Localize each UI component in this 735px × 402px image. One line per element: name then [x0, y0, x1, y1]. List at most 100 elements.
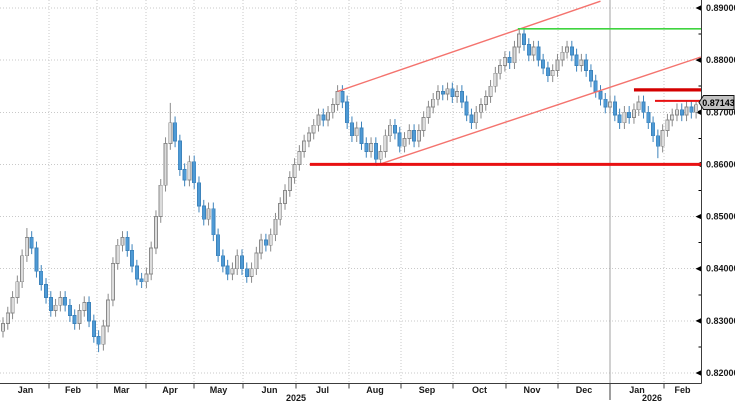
candle-body — [598, 91, 603, 100]
candle-body — [684, 106, 689, 116]
candle — [674, 103, 679, 122]
candle-body — [522, 33, 527, 45]
candle-body — [48, 296, 53, 311]
candle — [173, 116, 178, 148]
candle-body — [593, 80, 598, 92]
candle — [144, 267, 149, 289]
candle-body — [431, 98, 436, 108]
candle-body — [130, 250, 135, 267]
rising-trendline-lower[interactable] — [375, 56, 702, 167]
candle — [230, 262, 235, 281]
candle-body — [359, 127, 364, 144]
candle — [608, 95, 613, 114]
candle-body — [574, 54, 579, 66]
candle — [15, 275, 20, 304]
candle — [593, 74, 598, 98]
candle — [493, 66, 498, 93]
candle-body — [541, 59, 546, 69]
candle — [101, 319, 106, 351]
candle — [335, 85, 340, 111]
month-label: Sep — [419, 385, 436, 395]
candle-body — [235, 255, 240, 270]
candle — [598, 85, 603, 106]
candle-body — [641, 101, 646, 113]
candle — [220, 249, 225, 273]
candle-body — [144, 273, 149, 283]
month-label: Dec — [576, 385, 593, 395]
candle — [44, 278, 49, 304]
candle — [58, 291, 63, 312]
candle-body — [230, 268, 235, 275]
candle — [507, 51, 512, 70]
year-label: 2025 — [286, 393, 306, 402]
candle-body — [297, 150, 302, 165]
candle-body — [588, 70, 593, 82]
candle — [306, 126, 311, 148]
candle-body — [72, 315, 77, 324]
price-tag-shape — [698, 95, 735, 110]
candle — [660, 124, 665, 153]
candle — [359, 121, 364, 150]
candle-body — [383, 135, 388, 152]
month-label: Jan — [629, 385, 645, 395]
candles-layer — [0, 27, 699, 353]
candle-body — [445, 88, 450, 95]
candle — [565, 40, 570, 59]
candle — [440, 85, 445, 101]
candle — [412, 124, 417, 148]
candle-body — [665, 119, 670, 131]
candle — [584, 53, 589, 77]
candle — [311, 119, 316, 140]
candle — [278, 197, 283, 226]
candle — [402, 132, 407, 153]
candle-body — [565, 46, 570, 53]
candle-body — [225, 265, 230, 275]
candle-body — [526, 44, 531, 56]
candle — [259, 233, 264, 260]
candle-body — [101, 325, 106, 345]
candle-body — [216, 234, 221, 257]
candle-body — [44, 283, 49, 298]
candle-body — [373, 143, 378, 160]
candle-body — [125, 237, 130, 251]
candle — [196, 176, 201, 213]
candle-body — [10, 296, 15, 314]
candle-body — [220, 255, 225, 267]
candle — [0, 317, 6, 338]
candle — [10, 291, 15, 320]
candle-body — [354, 127, 359, 137]
candle-body — [426, 106, 431, 118]
candle-body — [163, 143, 168, 186]
candle-body — [655, 135, 660, 147]
candle — [201, 199, 206, 226]
candle — [416, 124, 421, 148]
candle-body — [608, 101, 613, 108]
candle-body — [249, 268, 254, 277]
candle-body — [603, 98, 608, 108]
rising-trendline-upper[interactable] — [337, 0, 601, 93]
candle — [431, 92, 436, 114]
candle-body — [330, 104, 335, 113]
candle-body — [459, 91, 464, 103]
candle-body — [412, 130, 417, 142]
candle-body — [192, 161, 197, 184]
candle — [244, 262, 249, 283]
candle — [502, 51, 507, 72]
candle-body — [369, 143, 374, 152]
candle-body — [407, 130, 412, 139]
candle — [287, 171, 292, 197]
candle-body — [364, 143, 369, 152]
candle — [464, 95, 469, 122]
candle — [354, 121, 359, 143]
candle-body — [244, 268, 249, 277]
candle-body — [77, 310, 82, 324]
candle — [168, 102, 173, 150]
candle — [459, 85, 464, 109]
candle-body — [402, 137, 407, 147]
candle-body — [34, 247, 39, 272]
